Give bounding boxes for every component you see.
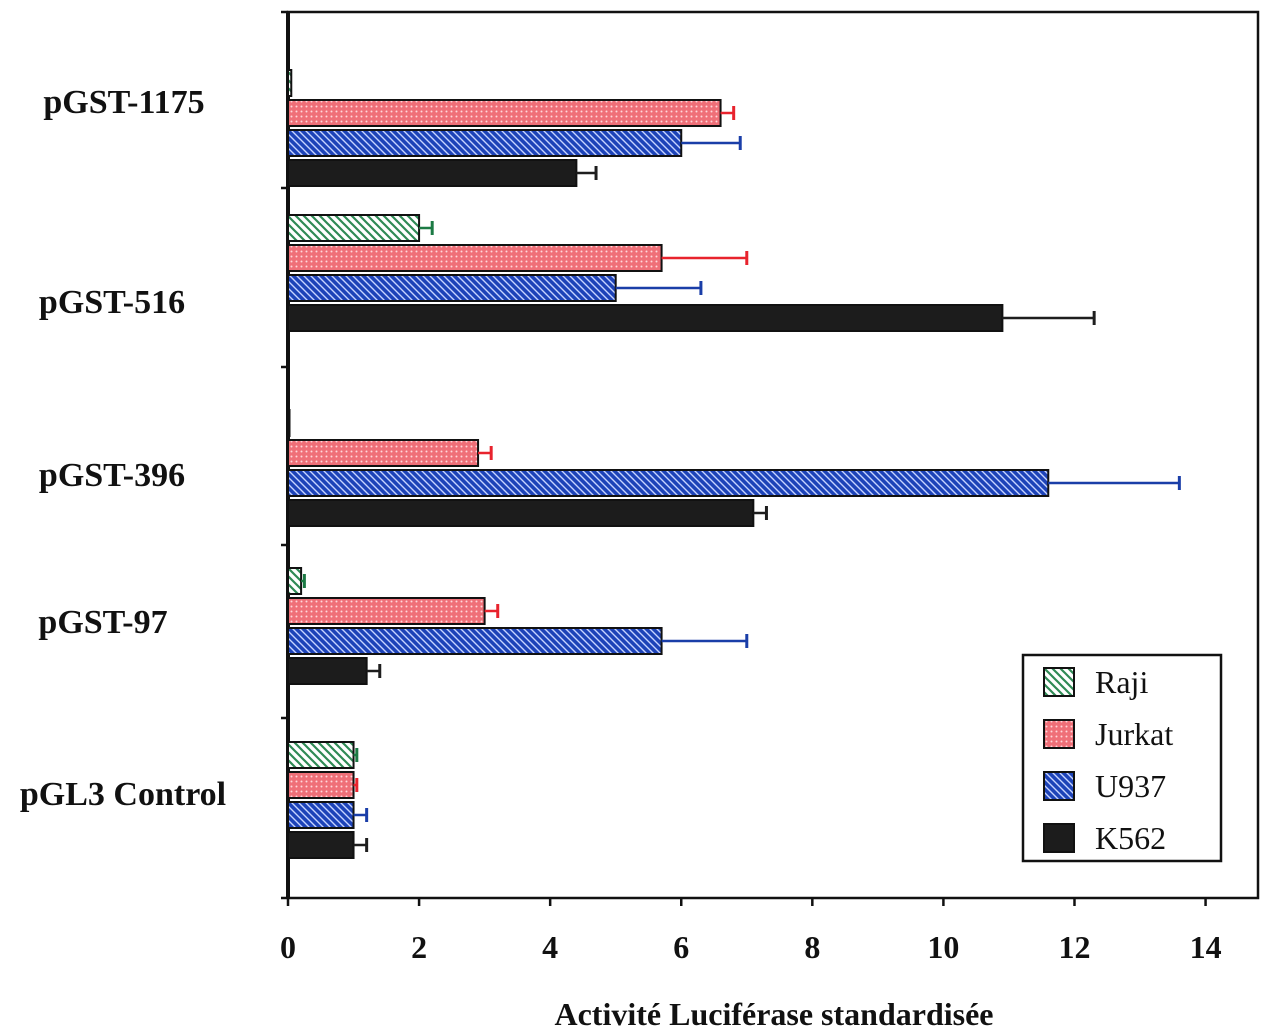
category-label: pGST-1175 [43, 84, 204, 121]
x-tick-label: 8 [804, 929, 820, 965]
legend-swatch-k562 [1043, 823, 1075, 853]
x-tick-label: 4 [542, 929, 558, 965]
x-axis-title: Activité Luciférase standardisée [554, 996, 993, 1032]
category-labels: pGST-1175 pGST-516 pGST-396 pGST-97 pGL3 Con… [20, 84, 226, 813]
bar-raji-2 [287, 409, 291, 437]
bar-raji-0 [287, 69, 293, 97]
bar-jurkat-0 [287, 99, 722, 127]
x-tick-label: 14 [1190, 929, 1222, 965]
bar-k562-4 [287, 831, 355, 859]
category-label: pGST-516 [39, 284, 185, 321]
legend-label-jurkat: Jurkat [1095, 716, 1173, 752]
x-tick-label: 12 [1058, 929, 1090, 965]
bar-k562-3 [287, 657, 368, 685]
legend-label-u937: U937 [1095, 768, 1166, 804]
bar-raji-1 [287, 214, 421, 242]
bars [287, 69, 1050, 859]
category-label: pGST-396 [39, 457, 185, 494]
bar-k562-1 [287, 304, 1004, 332]
legend-swatch-jurkat [1043, 719, 1075, 749]
bar-jurkat-4 [287, 771, 355, 799]
legend-label-k562: K562 [1095, 820, 1166, 856]
bar-k562-0 [287, 159, 578, 187]
bar-k562-2 [287, 499, 755, 527]
bar-jurkat-3 [287, 597, 486, 625]
category-label: pGST-97 [38, 604, 167, 641]
bar-jurkat-2 [287, 439, 480, 467]
x-tick-label: 2 [411, 929, 427, 965]
bar-u937-3 [287, 627, 663, 655]
legend-swatch-raji [1043, 667, 1075, 697]
bar-u937-0 [287, 129, 683, 157]
bar-u937-1 [287, 274, 617, 302]
x-axis-ticks: 0 2 4 6 8 10 12 14 [280, 10, 1222, 965]
bar-jurkat-1 [287, 244, 663, 272]
legend-swatch-u937 [1043, 771, 1075, 801]
bar-u937-2 [287, 469, 1050, 497]
legend: Raji Jurkat U937 K562 [1021, 653, 1223, 863]
x-tick-label: 0 [280, 929, 296, 965]
error-bars [301, 106, 1181, 852]
bar-u937-4 [287, 801, 355, 829]
category-label: pGL3 Control [20, 776, 226, 813]
x-tick-label: 6 [673, 929, 689, 965]
legend-label-raji: Raji [1095, 664, 1148, 700]
bar-raji-3 [287, 567, 303, 595]
x-tick-label: 10 [927, 929, 959, 965]
bar-raji-4 [287, 741, 355, 769]
